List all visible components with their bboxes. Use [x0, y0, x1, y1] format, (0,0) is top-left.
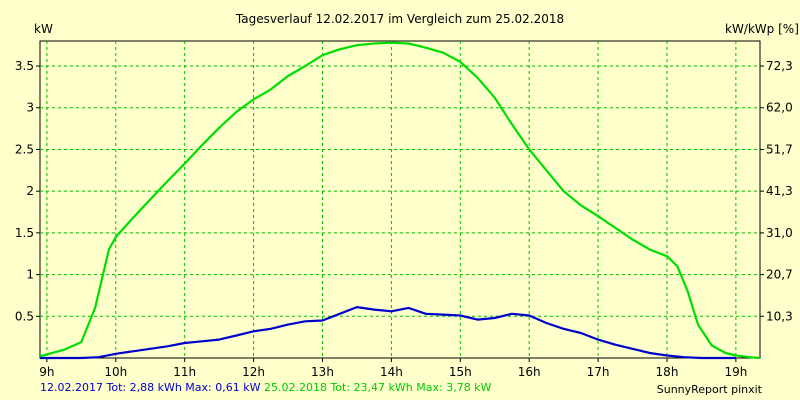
y-tick-label: 2.5	[15, 142, 34, 156]
y2-tick-label: 31,0	[766, 226, 793, 240]
series-layer	[39, 41, 761, 360]
x-tick-label: 19h	[724, 365, 747, 379]
y-tick-label: 3	[26, 101, 34, 115]
footer-series1-name: 12.02.2017	[40, 381, 103, 394]
footer-series2-name: 25.02.2018	[263, 381, 327, 394]
footer-stats: 12.02.2017 Tot: 2,88 kWh Max: 0,61 kW 25…	[40, 381, 491, 394]
x-tick-label: 9h	[39, 365, 54, 379]
series-line-2	[39, 41, 761, 360]
y2-tick-label: 51,7	[766, 142, 793, 156]
y-tick-label: 1	[26, 268, 34, 282]
series-line-1	[40, 306, 736, 360]
grid	[40, 41, 760, 358]
y-tick-label: 2	[26, 184, 34, 198]
y2-tick-label: 10,3	[766, 309, 793, 323]
y2-tick-label: 20,7	[766, 268, 793, 282]
x-tick-label: 15h	[449, 365, 472, 379]
plot-area	[39, 40, 761, 359]
chart-title: Tagesverlauf 12.02.2017 im Vergleich zum…	[235, 12, 564, 26]
x-tick-label: 17h	[587, 365, 610, 379]
axis-ticks: 9h 10h 11h 12h 13h 14h 15h 16h 17h 18h 19h 0.5 10,3 1…	[15, 59, 793, 379]
y-axis-label-right: kW/kWp [%]	[725, 22, 799, 36]
x-tick-label: 18h	[656, 365, 679, 379]
x-tick-label: 11h	[173, 365, 196, 379]
y2-tick-label: 72,3	[766, 59, 793, 73]
y-tick-label: 1.5	[15, 226, 34, 240]
y2-tick-label: 62,0	[766, 101, 793, 115]
y-axis-label-left: kW	[34, 22, 53, 36]
x-tick-label: 12h	[242, 365, 265, 379]
footer-series2-stats: Tot: 23,47 kWh Max: 3,78 kW	[330, 381, 492, 394]
footer-brand: SunnyReport pinxit	[656, 383, 762, 396]
x-tick-label: 16h	[518, 365, 541, 379]
y-tick-label: 0.5	[15, 309, 34, 323]
y2-tick-label: 41,3	[766, 184, 793, 198]
footer-series1-stats: Tot: 2,88 kWh Max: 0,61 kW	[106, 381, 261, 394]
x-tick-label: 13h	[311, 365, 334, 379]
x-tick-label: 14h	[380, 365, 403, 379]
x-tick-label: 10h	[104, 365, 127, 379]
y-tick-label: 3.5	[15, 59, 34, 73]
